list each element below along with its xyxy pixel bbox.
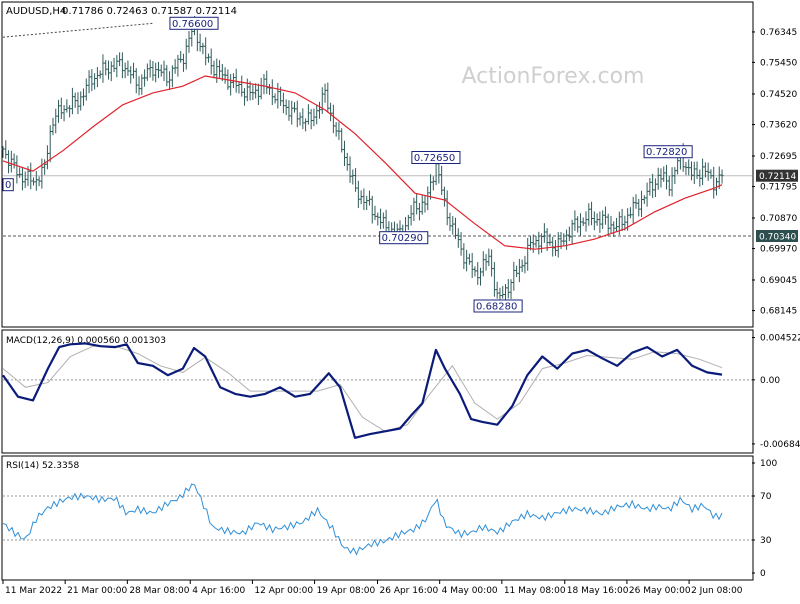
time-axis-label: 19 Apr 08:00 — [317, 586, 376, 596]
trendline — [2, 22, 153, 38]
price-panel — [1, 1, 754, 328]
macd-axis-label: 0.00 — [760, 376, 780, 386]
current-price-tag-box — [756, 169, 798, 182]
rsi-axis-label: 30 — [760, 536, 772, 546]
price-annotation-label: 0.72650 — [414, 153, 455, 164]
price-annotation-box — [379, 231, 429, 245]
price-axis-label: 0.75450 — [760, 58, 797, 68]
macd-panel — [1, 329, 754, 454]
rsi-layer: RSI(14) 52.3358 100 70 30 0 — [2, 459, 777, 579]
price-axis-label: 0.69045 — [760, 276, 797, 286]
price-annotation-label: 0.72820 — [646, 147, 687, 158]
watermark: ActionForex.com — [462, 64, 645, 89]
time-axis-label: 26 May 00:00 — [629, 586, 691, 596]
price-annotation-label: 0.70290 — [382, 233, 423, 244]
macd-axis-label: -0.006848 — [760, 440, 800, 450]
macd-line — [2, 342, 723, 439]
rsi-axis-label: 70 — [760, 492, 772, 502]
rsi-title: RSI(14) 52.3358 — [6, 461, 79, 471]
price-axis-label: 0.73620 — [760, 121, 797, 131]
price-axis-label: 0.74520 — [760, 90, 797, 100]
support-price-tag-label: 0.70340 — [759, 232, 796, 242]
time-axis-label: 21 Mar 00:00 — [67, 586, 127, 596]
macd-axis-label: 0.004522 — [760, 334, 800, 344]
time-axis-label: 2 Jun 08:00 — [691, 586, 743, 596]
time-axis-label: 26 Apr 16:00 — [380, 586, 439, 596]
rsi-line — [2, 483, 723, 556]
price-annotation-label: 0.76600 — [172, 19, 213, 30]
price-axis-label: 0.69970 — [760, 245, 797, 255]
price-annotation-label: 0 — [5, 180, 11, 191]
time-axis-label: 11 Mar 2022 — [5, 586, 62, 596]
price-panel-ohlc: 0.71786 0.72463 0.71587 0.72114 — [62, 6, 237, 17]
time-axis-label: 4 Apr 16:00 — [192, 586, 245, 596]
price-annotation-label: 0.68280 — [476, 301, 517, 312]
price-annotation-box — [411, 151, 461, 165]
price-axis-label: 0.72695 — [760, 152, 797, 162]
price-axis-label: 0.76345 — [760, 28, 797, 38]
rsi-axis-label: 100 — [760, 459, 777, 469]
macd-title: MACD(12,26,9) 0.000560 0.001303 — [6, 336, 166, 346]
time-axis-label: 4 May 00:00 — [442, 586, 498, 596]
price-panel-symbol: AUDUSD,H4 — [6, 6, 66, 17]
rsi-axis-label: 0 — [760, 569, 766, 579]
current-price-tag-label: 0.72114 — [759, 172, 796, 182]
price-annotation-box — [2, 178, 14, 192]
price-axis-label: 0.71795 — [760, 183, 797, 193]
x-axis: 11 Mar 2022 21 Mar 00:00 28 Mar 08:00 4 Apr… — [2, 580, 743, 596]
macd-layer: MACD(12,26,9) 0.000560 0.001303 0.004522 0… — [2, 334, 800, 450]
price-axis-label: 0.68145 — [760, 307, 797, 317]
rsi-panel — [1, 455, 754, 581]
time-axis-label: 12 Apr 00:00 — [254, 586, 313, 596]
time-axis-label: 18 May 16:00 — [567, 586, 629, 596]
time-axis-label: 28 Mar 08:00 — [129, 586, 189, 596]
macd-signal-line — [2, 345, 723, 432]
price-annotation-box — [473, 299, 523, 313]
price-annotation-box — [169, 16, 219, 30]
moving-average-line — [2, 75, 723, 250]
price-annotation-box — [643, 145, 693, 159]
price-axis-label: 0.70870 — [760, 214, 797, 224]
time-axis-label: 11 May 08:00 — [504, 586, 566, 596]
price-layer: 0.76345 0.75450 0.74520 0.73620 0.72695 0.717… — [1, 15, 798, 317]
support-price-tag-box — [756, 229, 798, 242]
